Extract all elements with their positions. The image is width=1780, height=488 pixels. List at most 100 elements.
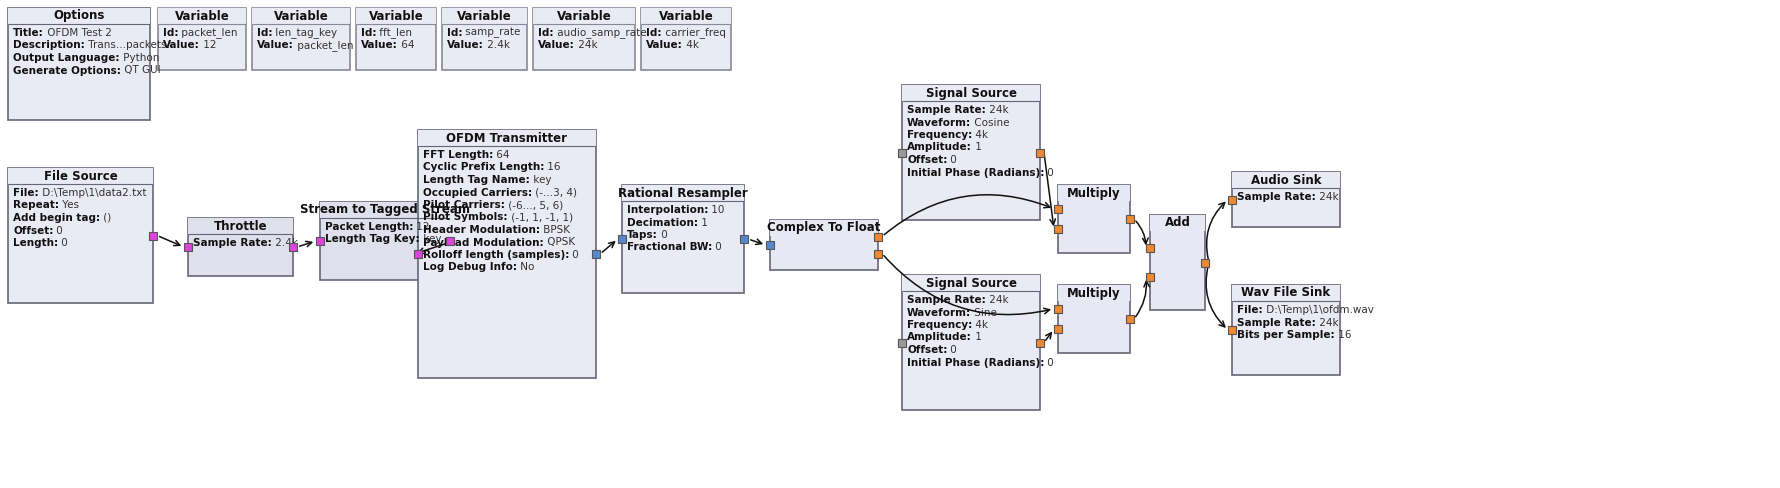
Text: 0: 0 <box>570 250 578 260</box>
Text: key: key <box>420 235 441 244</box>
Text: 4k: 4k <box>972 320 988 330</box>
Text: Multiply: Multiply <box>1068 186 1121 200</box>
Text: 16: 16 <box>1335 330 1351 340</box>
Text: packet_len: packet_len <box>294 40 352 51</box>
Text: 1: 1 <box>972 332 981 343</box>
Bar <box>897 339 906 346</box>
Text: Value:: Value: <box>256 41 294 50</box>
Text: 24k: 24k <box>1315 318 1339 327</box>
Text: D:\Temp\1\ofdm.wav: D:\Temp\1\ofdm.wav <box>1262 305 1374 315</box>
Bar <box>902 275 1040 291</box>
Text: Python: Python <box>119 53 158 63</box>
Text: 0: 0 <box>1045 167 1054 178</box>
Text: Value:: Value: <box>361 41 397 50</box>
Bar <box>1054 205 1063 213</box>
Text: Taps:: Taps: <box>627 230 659 240</box>
Bar <box>183 243 192 251</box>
Text: Offset:: Offset: <box>908 155 947 165</box>
Text: 4k: 4k <box>972 130 988 140</box>
Text: Decimation:: Decimation: <box>627 218 698 227</box>
Bar <box>902 85 1040 101</box>
Text: Offset:: Offset: <box>12 225 53 236</box>
Text: Id:: Id: <box>256 28 272 38</box>
Text: Id:: Id: <box>447 28 463 38</box>
Bar <box>253 8 351 24</box>
Bar <box>1150 215 1205 310</box>
Text: 64: 64 <box>397 41 415 50</box>
Text: 64: 64 <box>493 150 509 160</box>
Text: Value:: Value: <box>164 41 199 50</box>
Bar <box>317 237 324 245</box>
Bar <box>1146 273 1153 281</box>
Bar <box>740 235 748 243</box>
Text: Packet Length:: Packet Length: <box>326 222 413 232</box>
Text: 1: 1 <box>972 142 981 152</box>
Bar <box>1127 215 1134 223</box>
Bar <box>874 232 883 241</box>
Bar <box>765 241 774 249</box>
Text: OFDM Test 2: OFDM Test 2 <box>44 28 112 38</box>
Text: Frequency:: Frequency: <box>908 130 972 140</box>
Bar <box>1232 285 1340 301</box>
Text: Variable: Variable <box>557 9 611 22</box>
Bar <box>1232 172 1340 188</box>
Text: Throttle: Throttle <box>214 220 267 232</box>
Bar <box>874 249 883 258</box>
Text: fft_len: fft_len <box>377 27 413 39</box>
Text: Wav File Sink: Wav File Sink <box>1241 286 1331 300</box>
Text: Title:: Title: <box>12 28 45 38</box>
Text: Signal Source: Signal Source <box>926 277 1016 289</box>
Text: Payload Modulation:: Payload Modulation: <box>424 238 543 247</box>
Text: 0: 0 <box>1045 358 1054 367</box>
Text: Amplitude:: Amplitude: <box>908 142 972 152</box>
Text: Fractional BW:: Fractional BW: <box>627 243 712 252</box>
Text: BPSK: BPSK <box>539 225 570 235</box>
Bar <box>7 168 153 303</box>
Text: (-6..., 5, 6): (-6..., 5, 6) <box>506 200 562 210</box>
Text: Value:: Value: <box>447 41 484 50</box>
Bar <box>1146 244 1153 252</box>
Text: 24k: 24k <box>986 295 1009 305</box>
Bar <box>621 185 744 293</box>
Text: Pilot Carriers:: Pilot Carriers: <box>424 200 506 210</box>
Text: QT GUI: QT GUI <box>121 65 160 76</box>
Text: Output Language:: Output Language: <box>12 53 119 63</box>
Text: 10: 10 <box>708 205 724 215</box>
Bar <box>1232 172 1340 227</box>
Text: 16: 16 <box>545 163 561 172</box>
Bar <box>532 8 635 24</box>
Text: Cosine: Cosine <box>972 118 1009 127</box>
Text: Occupied Carriers:: Occupied Carriers: <box>424 187 532 198</box>
Text: Sample Rate:: Sample Rate: <box>908 295 986 305</box>
Text: No: No <box>516 263 534 272</box>
Bar <box>1054 325 1063 333</box>
Text: (-1, 1, -1, 1): (-1, 1, -1, 1) <box>507 212 573 223</box>
Bar <box>253 8 351 70</box>
Bar <box>1057 285 1130 353</box>
Bar <box>415 250 422 258</box>
Bar <box>902 275 1040 410</box>
Bar <box>641 8 732 70</box>
Bar <box>1036 339 1045 346</box>
Text: File:: File: <box>12 188 39 198</box>
Text: File:: File: <box>1237 305 1262 315</box>
Bar <box>1057 185 1130 253</box>
Text: Options: Options <box>53 9 105 22</box>
Bar <box>150 231 157 240</box>
Text: Sample Rate:: Sample Rate: <box>908 105 986 115</box>
Text: File Source: File Source <box>44 169 117 183</box>
Text: packet_len: packet_len <box>178 27 239 39</box>
Bar <box>897 148 906 157</box>
Text: Amplitude:: Amplitude: <box>908 332 972 343</box>
Text: Add: Add <box>1164 217 1191 229</box>
Bar <box>441 8 527 24</box>
Text: 0: 0 <box>947 345 958 355</box>
Bar <box>902 85 1040 220</box>
Text: QPSK: QPSK <box>543 238 575 247</box>
Text: 1: 1 <box>698 218 708 227</box>
Bar <box>158 8 246 24</box>
Text: Stream to Tagged Stream: Stream to Tagged Stream <box>301 203 470 217</box>
Text: Header Modulation:: Header Modulation: <box>424 225 539 235</box>
Text: Variable: Variable <box>457 9 513 22</box>
Text: len_tag_key: len_tag_key <box>272 27 338 39</box>
